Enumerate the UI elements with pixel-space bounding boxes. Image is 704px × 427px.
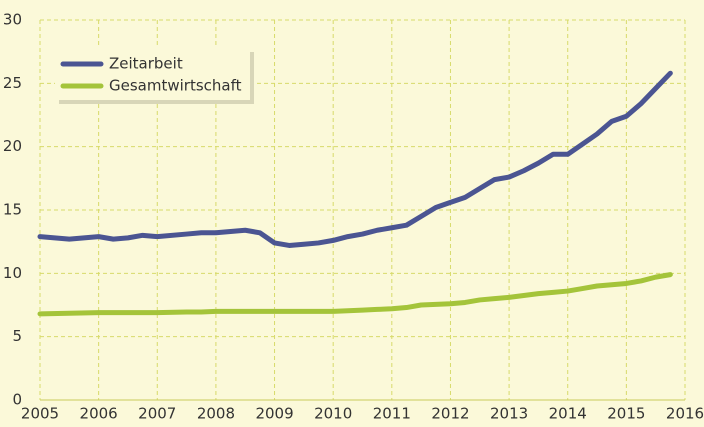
x-tick-label: 2016 [666, 405, 704, 423]
series-line [37, 272, 673, 317]
x-tick-label: 2008 [197, 405, 235, 423]
series-line [37, 70, 673, 248]
x-tick-label: 2013 [490, 405, 528, 423]
x-tick-label: 2014 [549, 405, 587, 423]
legend-box [55, 48, 250, 100]
y-tick-label: 25 [3, 74, 22, 92]
x-tick-label: 2011 [373, 405, 411, 423]
legend-label: Gesamtwirtschaft [109, 77, 242, 95]
y-tick-label: 5 [12, 327, 22, 345]
y-tick-label: 10 [3, 264, 22, 282]
x-tick-label: 2007 [138, 405, 176, 423]
x-tick-label: 2006 [80, 405, 118, 423]
x-tick-label: 2012 [431, 405, 469, 423]
x-tick-label: 2010 [314, 405, 352, 423]
x-tick-label: 2015 [607, 405, 645, 423]
y-tick-label: 15 [3, 201, 22, 219]
x-tick-label: 2009 [255, 405, 293, 423]
x-tick-label: 2005 [21, 405, 59, 423]
y-tick-label: 20 [3, 137, 22, 155]
y-tick-label: 0 [12, 391, 22, 409]
y-tick-label: 30 [3, 11, 22, 29]
legend-label: Zeitarbeit [109, 55, 183, 73]
